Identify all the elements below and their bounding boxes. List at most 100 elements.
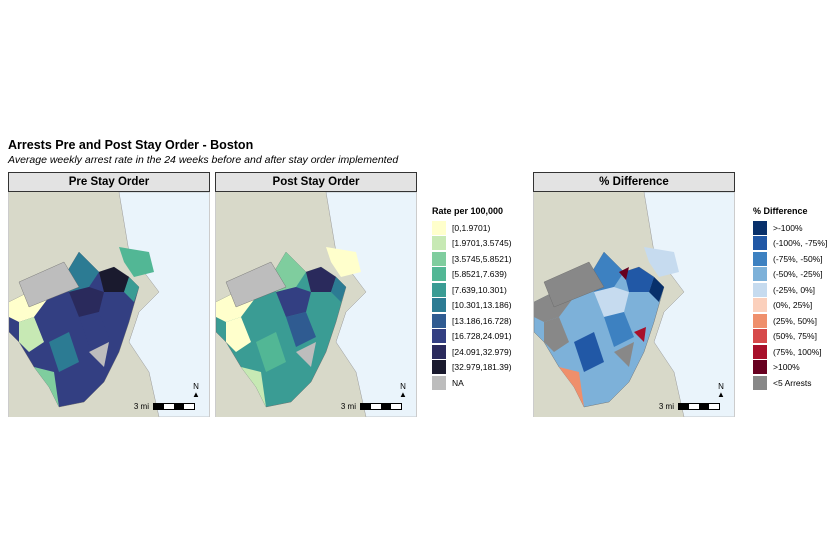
legend-label: (-50%, -25%] bbox=[773, 269, 823, 280]
legend-label: [3.5745,5.8521) bbox=[452, 253, 512, 264]
legend-swatch bbox=[432, 344, 446, 359]
legend-item: (0%, 25%] bbox=[753, 298, 827, 314]
legend-label: (-100%, -75%] bbox=[773, 238, 828, 249]
legend-diff-items: >-100% (-100%, -75%] (-75%, -50%] (-50%, -2… bbox=[753, 220, 827, 391]
map-pre-svg bbox=[9, 192, 209, 417]
legend-rate: Rate per 100,000 [0,1.9701) [1.9701,3.574… bbox=[432, 206, 512, 391]
panel-diff: % Difference N ▲ 3 mi bbox=[533, 172, 735, 417]
legend-swatch bbox=[432, 282, 446, 297]
scale-bar: 3 mi bbox=[341, 402, 402, 411]
legend-label: (0%, 25%] bbox=[773, 300, 813, 311]
legend-label: <5 Arrests bbox=[773, 377, 812, 388]
scale-bar-graphic bbox=[153, 403, 195, 410]
legend-item: <5 Arrests bbox=[753, 375, 827, 391]
legend-swatch bbox=[753, 267, 767, 282]
legend-item: [7.639,10.301) bbox=[432, 282, 512, 298]
legend-item: (75%, 100%] bbox=[753, 344, 827, 360]
legend-label: [1.9701,3.5745) bbox=[452, 238, 512, 249]
legend-item: (-25%, 0%] bbox=[753, 282, 827, 298]
legend-label: [32.979,181.39) bbox=[452, 362, 512, 373]
legend-label: [10.301,13.186) bbox=[452, 300, 512, 311]
legend-swatch bbox=[753, 329, 767, 344]
legend-item: [0,1.9701) bbox=[432, 220, 512, 236]
legend-swatch bbox=[432, 267, 446, 282]
legend-rate-title: Rate per 100,000 bbox=[432, 206, 504, 216]
legend-swatch bbox=[753, 282, 767, 297]
north-arrow-icon: N ▲ bbox=[717, 382, 725, 399]
legend-item: [13.186,16.728) bbox=[432, 313, 512, 329]
north-label: N bbox=[718, 382, 724, 391]
legend-label: [24.091,32.979) bbox=[452, 346, 512, 357]
legend-swatch bbox=[753, 344, 767, 359]
legend-label: [13.186,16.728) bbox=[452, 315, 512, 326]
legend-item: >100% bbox=[753, 360, 827, 376]
legend-rate-items: [0,1.9701) [1.9701,3.5745) [3.5745,5.8521)… bbox=[432, 220, 512, 391]
legend-item: (25%, 50%] bbox=[753, 313, 827, 329]
scale-label: 3 mi bbox=[658, 402, 674, 411]
legend-diff-title: % Difference bbox=[753, 206, 808, 216]
legend-label: [5.8521,7.639) bbox=[452, 269, 507, 280]
scale-bar-graphic bbox=[360, 403, 402, 410]
panel-strip-diff: % Difference bbox=[533, 172, 735, 192]
chart-title: Arrests Pre and Post Stay Order - Boston bbox=[8, 138, 254, 152]
legend-item: (50%, 75%] bbox=[753, 329, 827, 345]
north-arrow-icon: N ▲ bbox=[399, 382, 407, 399]
legend-label: (75%, 100%] bbox=[773, 346, 822, 357]
legend-swatch bbox=[432, 329, 446, 344]
scale-label: 3 mi bbox=[133, 402, 149, 411]
legend-label: [16.728,24.091) bbox=[452, 331, 512, 342]
chart-subtitle: Average weekly arrest rate in the 24 wee… bbox=[8, 154, 399, 166]
panel-pre: Pre Stay Order N ▲ 3 mi bbox=[8, 172, 210, 417]
legend-item: [32.979,181.39) bbox=[432, 360, 512, 376]
legend-swatch bbox=[753, 313, 767, 328]
legend-label: [7.639,10.301) bbox=[452, 284, 507, 295]
legend-item: [5.8521,7.639) bbox=[432, 267, 512, 283]
legend-swatch bbox=[753, 236, 767, 251]
legend-diff: % Difference >-100% (-100%, -75%] (-75%, -… bbox=[753, 206, 827, 391]
panel-strip-pre: Pre Stay Order bbox=[8, 172, 210, 192]
legend-item: (-75%, -50%] bbox=[753, 251, 827, 267]
legend-item: >-100% bbox=[753, 220, 827, 236]
legend-label: (-25%, 0%] bbox=[773, 284, 816, 295]
legend-swatch bbox=[432, 360, 446, 375]
map-diff: N ▲ 3 mi bbox=[533, 192, 735, 417]
north-label: N bbox=[400, 382, 406, 391]
legend-item: (-50%, -25%] bbox=[753, 267, 827, 283]
legend-swatch bbox=[432, 236, 446, 251]
scale-label: 3 mi bbox=[340, 402, 356, 411]
legend-label: (25%, 50%] bbox=[773, 315, 817, 326]
map-diff-svg bbox=[534, 192, 734, 417]
legend-item: [16.728,24.091) bbox=[432, 329, 512, 345]
legend-label: >100% bbox=[773, 362, 800, 373]
legend-swatch bbox=[432, 220, 446, 235]
legend-swatch bbox=[753, 251, 767, 266]
scale-bar-graphic bbox=[678, 403, 720, 410]
legend-item: [3.5745,5.8521) bbox=[432, 251, 512, 267]
legend-swatch bbox=[753, 298, 767, 313]
north-arrow-icon: N ▲ bbox=[192, 382, 200, 399]
legend-swatch bbox=[753, 375, 767, 390]
legend-item: (-100%, -75%] bbox=[753, 236, 827, 252]
legend-swatch bbox=[432, 375, 446, 390]
north-label: N bbox=[193, 382, 199, 391]
map-post: N ▲ 3 mi bbox=[215, 192, 417, 417]
legend-label: >-100% bbox=[773, 222, 803, 233]
scale-bar: 3 mi bbox=[659, 402, 720, 411]
legend-label: [0,1.9701) bbox=[452, 222, 491, 233]
panel-post: Post Stay Order N ▲ 3 mi bbox=[215, 172, 417, 417]
legend-swatch bbox=[753, 220, 767, 235]
map-pre: N ▲ 3 mi bbox=[8, 192, 210, 417]
legend-item: [24.091,32.979) bbox=[432, 344, 512, 360]
panel-strip-post: Post Stay Order bbox=[215, 172, 417, 192]
legend-label: (50%, 75%] bbox=[773, 331, 817, 342]
legend-swatch bbox=[753, 360, 767, 375]
legend-label: (-75%, -50%] bbox=[773, 253, 823, 264]
legend-label: NA bbox=[452, 377, 464, 388]
legend-item: NA bbox=[432, 375, 512, 391]
scale-bar: 3 mi bbox=[134, 402, 195, 411]
legend-item: [1.9701,3.5745) bbox=[432, 236, 512, 252]
legend-swatch bbox=[432, 313, 446, 328]
legend-swatch bbox=[432, 298, 446, 313]
map-post-svg bbox=[216, 192, 416, 417]
legend-item: [10.301,13.186) bbox=[432, 298, 512, 314]
